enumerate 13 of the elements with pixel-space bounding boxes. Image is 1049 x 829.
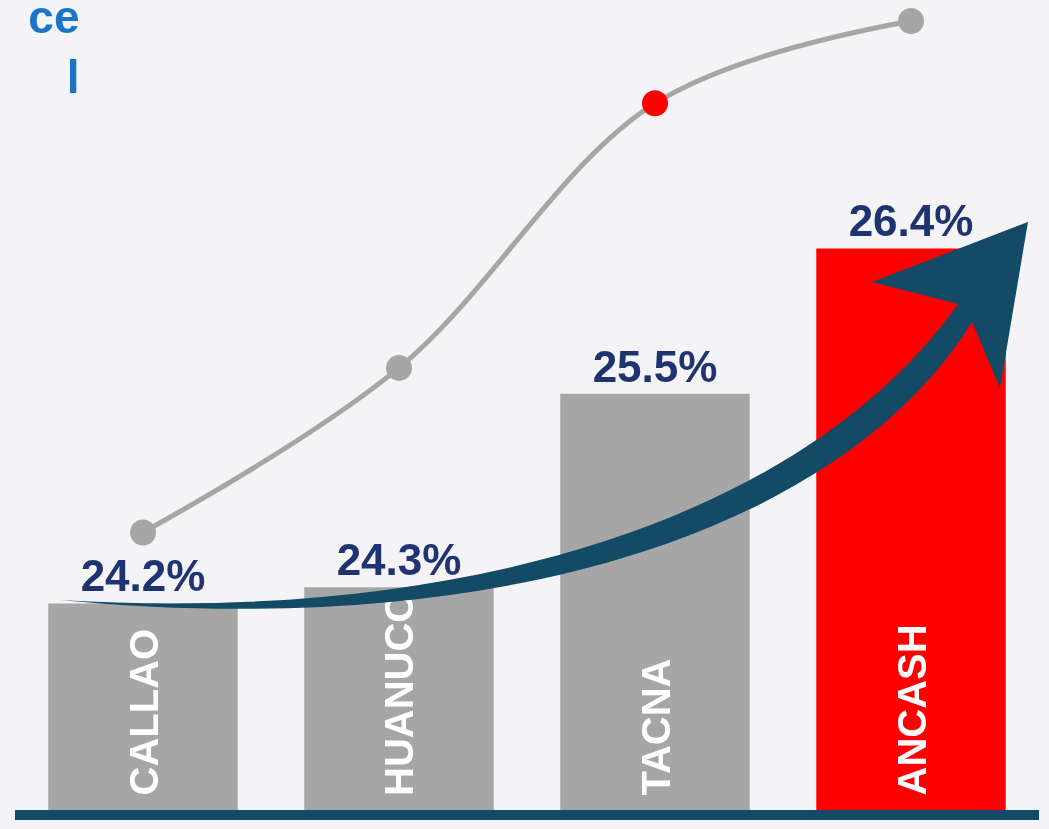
x-tick-label: CALLAO [121, 628, 166, 796]
point [130, 519, 156, 546]
point [898, 7, 924, 34]
point [642, 90, 668, 117]
x-tick-label: TACNA [633, 658, 678, 796]
x-tick-label: ANCASH [889, 624, 934, 796]
text: l [66, 50, 80, 103]
data-label: 25.5% [592, 341, 718, 391]
data-label: 24.2% [80, 551, 206, 601]
chart-title: ce [28, 0, 80, 44]
data-label: 26.4% [848, 196, 974, 246]
point [386, 354, 412, 381]
data-label: 24.3% [336, 535, 462, 585]
